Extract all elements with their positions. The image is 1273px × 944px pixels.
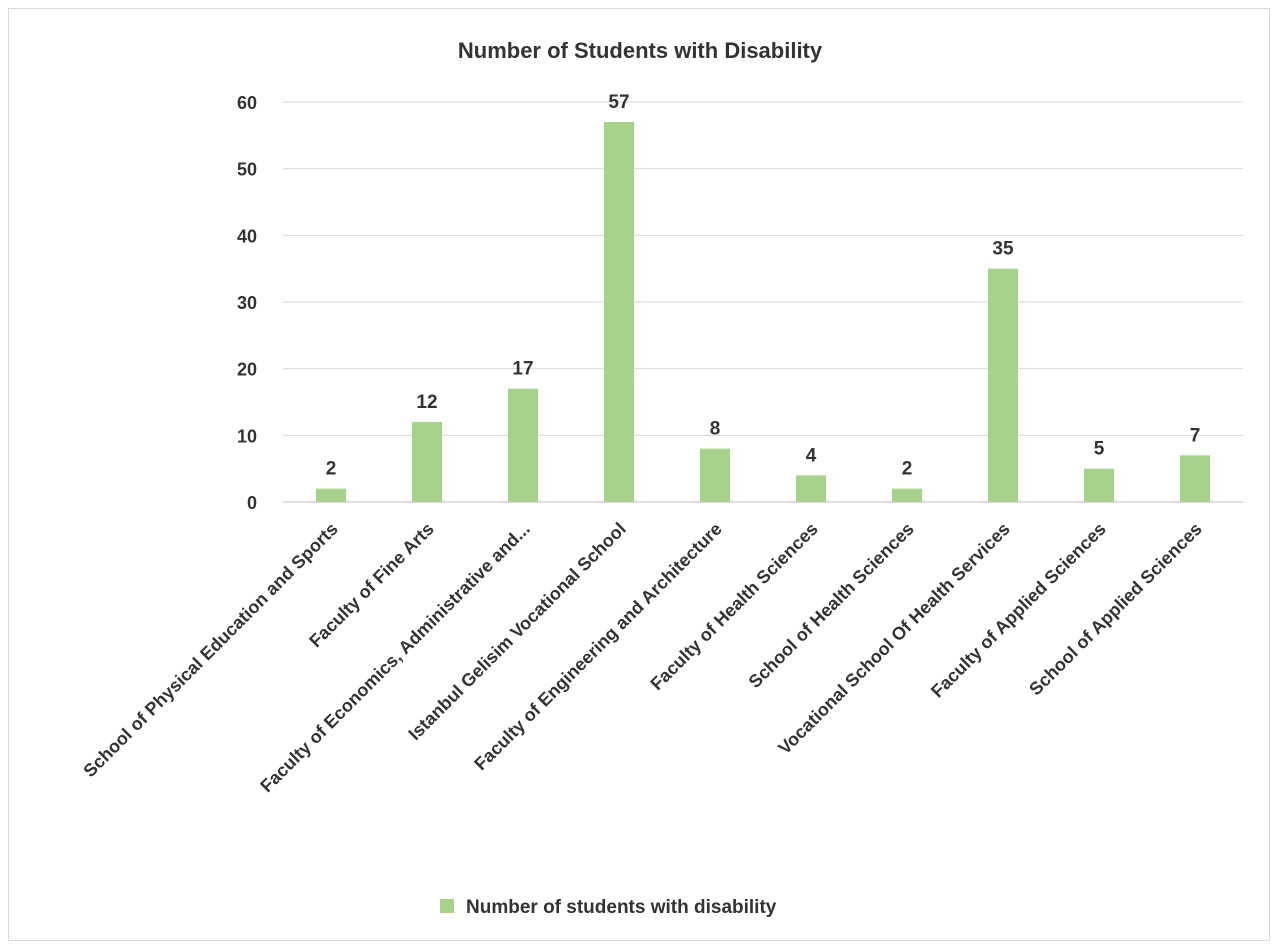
x-tick-label: Istanbul Gelisim Vocational School bbox=[404, 519, 629, 744]
bars bbox=[316, 122, 1210, 502]
x-tick-label: School of Health Sciences bbox=[745, 519, 918, 692]
y-axis-ticks: 0 10 20 30 40 50 60 bbox=[237, 93, 257, 513]
y-tick-label: 50 bbox=[237, 160, 257, 180]
bar bbox=[796, 475, 826, 502]
bar bbox=[316, 488, 346, 502]
x-tick-label: School of Applied Sciences bbox=[1025, 519, 1206, 700]
data-label: 12 bbox=[416, 392, 437, 413]
gridlines bbox=[283, 101, 1243, 503]
chart-frame bbox=[8, 8, 1270, 941]
bar bbox=[604, 122, 634, 502]
data-label: 5 bbox=[1094, 439, 1105, 460]
x-tick-label: Faculty of Applied Sciences bbox=[927, 519, 1110, 702]
x-axis-labels: School of Physical Education and SportsF… bbox=[79, 519, 1205, 796]
legend-label: Number of students with disability bbox=[466, 897, 777, 918]
y-tick-label: 60 bbox=[237, 93, 257, 113]
data-label: 2 bbox=[326, 459, 337, 480]
bar bbox=[700, 448, 730, 502]
x-tick-label: Faculty of Health Sciences bbox=[646, 519, 821, 694]
y-tick-label: 10 bbox=[237, 426, 257, 446]
chart-title: Number of Students with Disability bbox=[458, 38, 823, 63]
bar bbox=[412, 422, 442, 502]
data-label: 17 bbox=[512, 359, 533, 380]
y-tick-label: 20 bbox=[237, 360, 257, 380]
data-label: 8 bbox=[710, 419, 721, 440]
legend: Number of students with disability bbox=[440, 897, 777, 918]
y-tick-label: 40 bbox=[237, 226, 257, 246]
data-label: 7 bbox=[1190, 425, 1201, 446]
y-tick-label: 0 bbox=[247, 493, 257, 513]
data-label: 35 bbox=[992, 239, 1014, 260]
y-tick-label: 30 bbox=[237, 293, 257, 313]
legend-swatch bbox=[440, 899, 454, 913]
bar bbox=[1084, 468, 1114, 502]
bar bbox=[1180, 455, 1210, 502]
bar bbox=[508, 388, 538, 502]
data-label: 4 bbox=[806, 445, 817, 466]
data-label: 57 bbox=[608, 92, 629, 113]
data-label: 2 bbox=[902, 459, 913, 480]
bar bbox=[988, 268, 1018, 502]
bar bbox=[892, 488, 922, 502]
